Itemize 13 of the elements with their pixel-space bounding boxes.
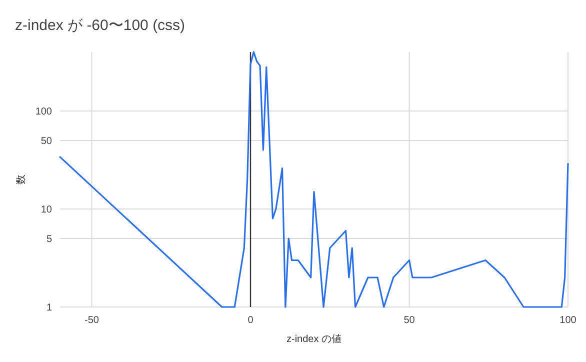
- x-tick-label: -50: [84, 315, 100, 326]
- y-tick-label: 100: [35, 106, 52, 118]
- x-tick-label: 50: [404, 315, 416, 326]
- line-series: [59, 51, 569, 308]
- y-tick-label: 1: [46, 302, 52, 314]
- x-tick-label: 0: [248, 315, 254, 326]
- y-axis-title: 数: [16, 174, 27, 184]
- chart-title: z-index が -60〜100 (css): [15, 17, 186, 34]
- x-axis-title: z-index の値: [286, 333, 342, 345]
- y-tick-label: 50: [40, 136, 52, 147]
- y-tick-label: 5: [46, 234, 52, 245]
- x-tick-label: 100: [560, 315, 577, 326]
- y-tick-label: 10: [40, 204, 52, 216]
